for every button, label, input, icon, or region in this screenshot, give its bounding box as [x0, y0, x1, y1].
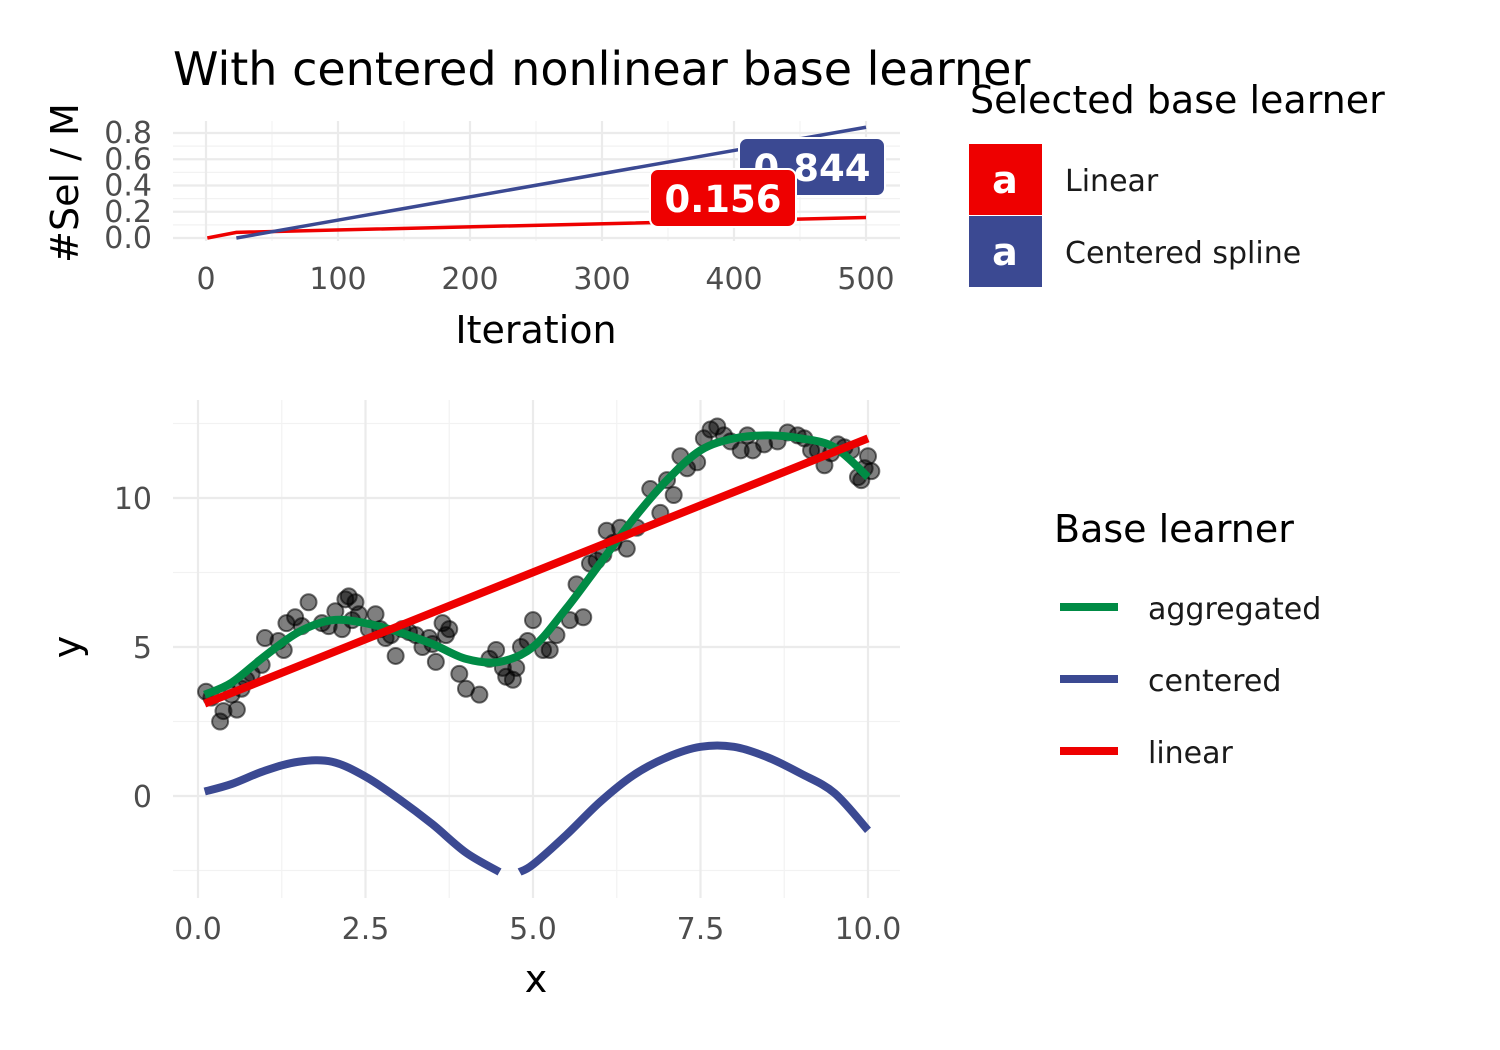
value-label-linear: 0.156: [664, 178, 781, 221]
data-point: [440, 620, 459, 639]
legend-item-centered-spline: a Centered spline: [969, 216, 1301, 287]
data-point: [524, 611, 542, 630]
data-point: [574, 608, 593, 627]
base-legend-title: Base learner: [1054, 507, 1294, 551]
data-point: [426, 652, 445, 671]
legend-label-linear-line: linear: [1148, 736, 1234, 771]
data-point: [299, 593, 318, 612]
data-point: [617, 539, 636, 558]
plot-title: With centered nonlinear base learner: [173, 42, 1030, 96]
data-point: [487, 640, 506, 659]
legend-item-linear-line: linear: [1060, 736, 1234, 771]
legend-key-symbol-linear: a: [992, 158, 1018, 202]
top-x-tick-label: 200: [441, 262, 498, 297]
top-y-axis-title: #Sel / M: [43, 103, 87, 263]
bottom-y-axis-title: y: [45, 636, 89, 659]
bottom-x-tick-label: 0.0: [174, 912, 222, 947]
bottom-y-tick-label: 10: [114, 482, 152, 517]
fit-line-centered: [517, 741, 872, 876]
top-x-tick-label: 400: [705, 262, 762, 297]
legend-key-centered-spline: [969, 216, 1042, 287]
bottom-x-tick-label: 2.5: [342, 912, 390, 947]
bottom-x-tick-label: 5.0: [509, 912, 557, 947]
legend-label-centered-spline: Centered spline: [1065, 236, 1301, 271]
bottom-y-tick-label: 5: [133, 631, 152, 666]
bottom-y-tick-label: 0: [133, 780, 152, 815]
selected-legend-title: Selected base learner: [970, 78, 1385, 122]
base-learner-legend: Base learner aggregated centered linear: [1054, 507, 1321, 771]
legend-label-linear: Linear: [1065, 164, 1159, 199]
top-x-axis-title: Iteration: [455, 308, 616, 352]
legend-label-centered: centered: [1148, 664, 1281, 699]
legend-item-linear: a Linear: [969, 144, 1159, 215]
bottom-x-tick-label: 10.0: [835, 912, 902, 947]
legend-item-aggregated: aggregated: [1060, 592, 1321, 627]
top-x-tick-label: 300: [573, 262, 630, 297]
top-y-tick-label: 0.2: [104, 195, 152, 230]
data-point: [366, 605, 385, 624]
legend-item-centered: centered: [1060, 664, 1281, 699]
fit-line-linear: [203, 434, 870, 708]
data-point: [540, 640, 559, 659]
fit-panel: 0.0 2.5 5.0 7.5 10.0 0 5 10 x y: [45, 400, 901, 1001]
top-y-tick-label: 0.0: [104, 221, 152, 256]
top-x-tick-label: 0: [196, 262, 215, 297]
bottom-x-axis-title: x: [525, 957, 548, 1001]
data-point: [386, 646, 405, 665]
data-point: [859, 447, 877, 466]
value-label-box-linear: [649, 168, 797, 228]
legend-key-symbol-centered-spline: a: [992, 230, 1018, 274]
top-x-tick-label: 500: [837, 262, 894, 297]
legend-label-aggregated: aggregated: [1148, 592, 1321, 627]
legend-key-linear: [969, 144, 1042, 215]
data-point: [664, 486, 683, 505]
data-point: [227, 700, 246, 719]
top-y-tick-label: 0.8: [104, 116, 152, 151]
selected-base-learner-legend: Selected base learner a Linear a Centere…: [969, 78, 1385, 287]
top-y-tick-label: 0.4: [104, 169, 152, 204]
data-point: [470, 685, 489, 704]
top-x-tick-label: 100: [309, 262, 366, 297]
bottom-x-tick-label: 7.5: [677, 912, 725, 947]
fit-line-centered: [203, 756, 502, 876]
top-y-tick-label: 0.6: [104, 142, 152, 177]
fit-line-aggregated: [203, 431, 871, 699]
data-point: [450, 664, 469, 683]
